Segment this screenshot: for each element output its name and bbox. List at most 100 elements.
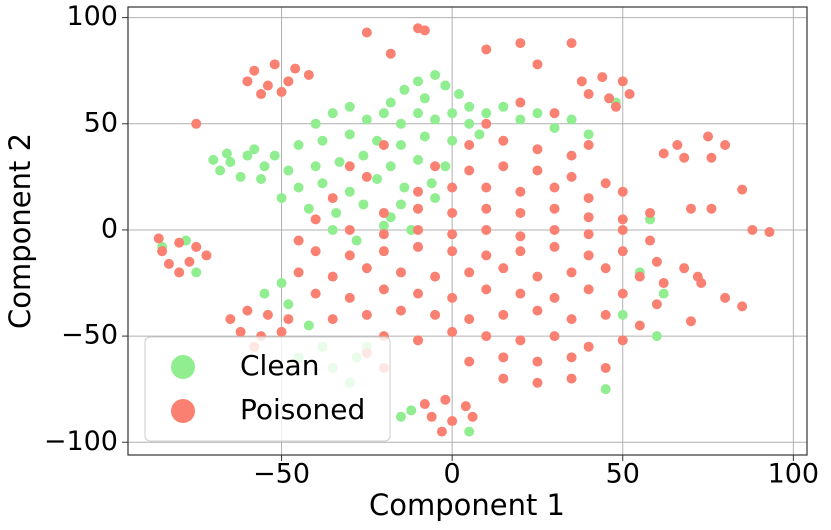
y-tick-label: 0	[101, 213, 118, 244]
point	[413, 76, 424, 87]
point	[303, 320, 314, 331]
point	[549, 123, 560, 134]
point	[215, 165, 226, 176]
point	[532, 144, 543, 155]
point	[344, 186, 355, 197]
point	[617, 246, 628, 257]
point	[361, 27, 372, 38]
point	[242, 150, 253, 161]
point	[385, 48, 396, 59]
point	[600, 263, 611, 274]
point	[331, 207, 342, 218]
point	[395, 267, 406, 278]
point	[651, 299, 662, 310]
point	[430, 309, 441, 320]
x-axis-label: Component 1	[369, 488, 565, 522]
point	[532, 108, 543, 119]
point	[515, 335, 526, 346]
point	[658, 278, 669, 289]
point	[447, 292, 458, 303]
point	[498, 161, 509, 172]
point	[276, 86, 287, 97]
point	[617, 214, 628, 225]
point	[303, 203, 314, 214]
point	[293, 267, 304, 278]
point	[378, 246, 389, 257]
point	[262, 309, 273, 320]
legend-box	[144, 336, 391, 442]
point	[259, 161, 270, 172]
point	[617, 288, 628, 299]
point	[153, 233, 164, 244]
point	[679, 152, 690, 163]
point	[566, 38, 577, 49]
point	[276, 193, 287, 204]
point	[515, 207, 526, 218]
point	[720, 140, 731, 151]
point	[549, 203, 560, 214]
point	[498, 135, 509, 146]
point	[658, 288, 669, 299]
legend-marker	[171, 355, 195, 379]
point	[440, 394, 451, 405]
point	[549, 331, 560, 342]
point	[737, 301, 748, 312]
point	[532, 305, 543, 316]
legend-label: Poisoned	[240, 393, 365, 426]
point	[378, 140, 389, 151]
point	[597, 72, 608, 83]
point	[481, 203, 492, 214]
point	[447, 207, 458, 218]
point	[208, 154, 219, 165]
point	[651, 256, 662, 267]
plot-frame	[127, 6, 808, 456]
point	[566, 114, 577, 125]
point	[174, 237, 185, 248]
point	[658, 148, 669, 159]
point	[481, 250, 492, 261]
point	[293, 182, 304, 193]
point	[413, 203, 424, 214]
point	[447, 326, 458, 337]
point	[378, 207, 389, 218]
point	[303, 69, 314, 80]
x-tick-label: 50	[606, 459, 640, 490]
point	[256, 173, 267, 184]
y-tick-label: 50	[84, 107, 118, 138]
point	[515, 38, 526, 49]
point	[163, 258, 174, 269]
point	[566, 171, 577, 182]
point	[269, 59, 280, 70]
point	[413, 335, 424, 346]
point	[344, 224, 355, 235]
point	[447, 416, 458, 427]
point	[532, 271, 543, 282]
point	[225, 314, 236, 325]
point	[430, 271, 441, 282]
point	[174, 267, 185, 278]
point	[515, 288, 526, 299]
point	[327, 193, 338, 204]
x-tick-label: −50	[253, 459, 310, 490]
point	[685, 203, 696, 214]
point	[583, 284, 594, 295]
point	[515, 97, 526, 108]
point	[191, 118, 202, 129]
point	[549, 241, 560, 252]
point	[283, 76, 294, 87]
point	[566, 373, 577, 384]
point	[583, 129, 594, 140]
point	[645, 235, 656, 246]
point	[440, 80, 451, 91]
point	[651, 331, 662, 342]
y-tick-label: −100	[44, 426, 118, 457]
point	[532, 377, 543, 388]
point	[498, 352, 509, 363]
point	[576, 76, 587, 87]
point	[361, 171, 372, 182]
point	[672, 140, 683, 151]
point	[703, 131, 714, 142]
y-tick-label: −50	[61, 320, 118, 351]
point	[430, 69, 441, 80]
